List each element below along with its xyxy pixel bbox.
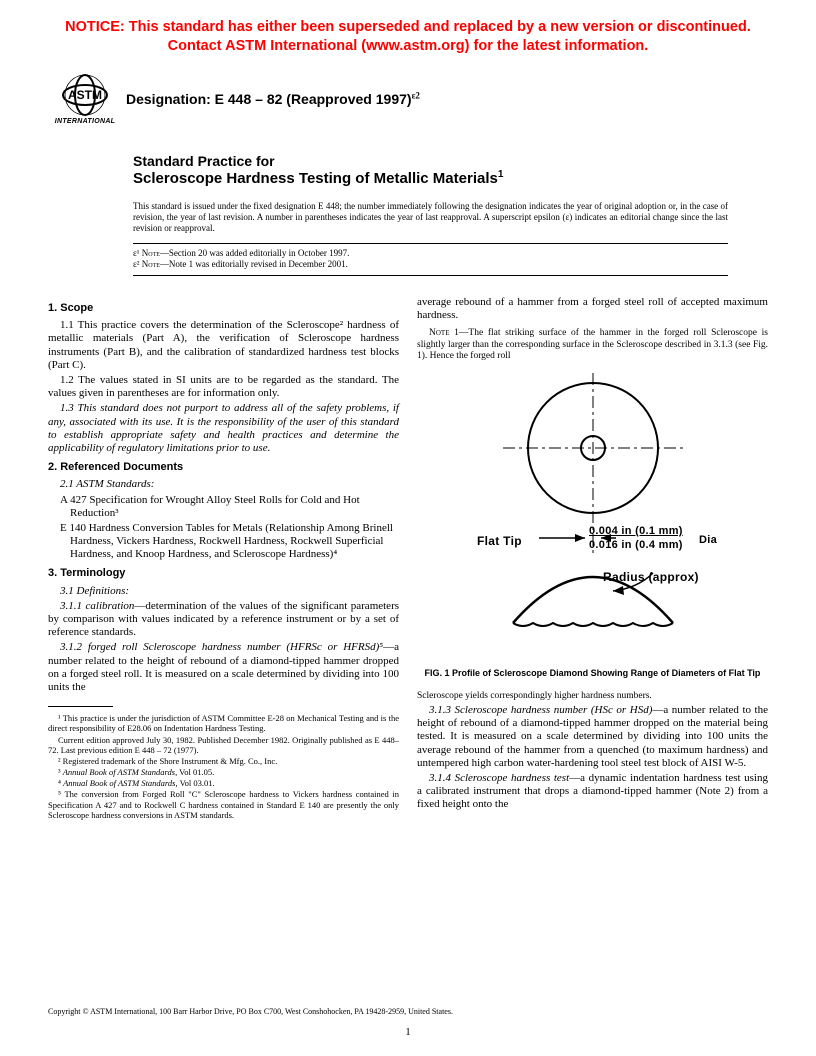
fig-radius-label: Radius (approx) [603, 570, 699, 584]
fig-flat-tip-label: Flat Tip [477, 534, 522, 548]
s1-p1: 1.1 This practice covers the determinati… [48, 319, 399, 372]
s1-head: 1. Scope [48, 302, 399, 315]
svg-text:ASTM: ASTM [68, 88, 102, 102]
d314: 3.1.4 Scleroscope hardness test—a dynami… [417, 772, 768, 812]
page-number: 1 [0, 1026, 816, 1038]
footnotes-block: ¹ This practice is under the jurisdictio… [48, 713, 399, 820]
note1: Note 1—The flat striking surface of the … [417, 328, 768, 362]
fig-frac-bot: 0.016 in (0.4 mm) [589, 539, 683, 552]
notice-banner: NOTICE: This standard has either been su… [48, 18, 768, 56]
header-row: ASTM INTERNATIONAL Designation: E 448 – … [54, 74, 768, 125]
postfig-line: Scleroscope yields correspondingly highe… [417, 691, 768, 702]
left-column: 1. Scope 1.1 This practice covers the de… [48, 296, 399, 821]
right-column: average rebound of a hammer from a forge… [417, 296, 768, 821]
fn2: ² Registered trademark of the Shore Inst… [48, 756, 399, 766]
fig-frac-top: 0.004 in (0.1 mm) [589, 525, 683, 538]
s3-head: 3. Terminology [48, 567, 399, 580]
fn3: ³ Annual Book of ASTM Standards, Vol 01.… [48, 767, 399, 777]
designation-text: Designation: E 448 – 82 (Reapproved 1997… [126, 91, 412, 107]
figure-1-svg [443, 373, 743, 658]
fn5: ⁵ The conversion from Forged Roll "C" Sc… [48, 789, 399, 820]
change-note-e2: ε² Note—Note 1 was editorially revised i… [133, 259, 728, 271]
change-notes: ε¹ Note—Section 20 was added editorially… [133, 243, 728, 276]
d313: 3.1.3 Scleroscope hardness number (HSc o… [417, 704, 768, 770]
change-note-e1: ε¹ Note—Section 20 was added editorially… [133, 248, 728, 260]
s2-sub: 2.1 ASTM Standards: [48, 478, 399, 491]
fn4: ⁴ Annual Book of ASTM Standards, Vol 03.… [48, 778, 399, 788]
designation: Designation: E 448 – 82 (Reapproved 1997… [126, 91, 420, 107]
s1-p2: 1.2 The values stated in SI units are to… [48, 374, 399, 400]
figure-1-caption: FIG. 1 Profile of Scleroscope Diamond Sh… [417, 668, 768, 679]
astm-logo: ASTM INTERNATIONAL [54, 74, 116, 125]
title-kicker: Standard Practice for [133, 153, 768, 171]
fn1: ¹ This practice is under the jurisdictio… [48, 713, 399, 733]
issuance-note: This standard is issued under the fixed … [133, 201, 728, 235]
s1-p3: 1.3 This standard does not purport to ad… [48, 402, 399, 455]
notice-line1: NOTICE: This standard has either been su… [65, 19, 751, 35]
footnote-rule [48, 706, 113, 707]
designation-super: ε2 [412, 91, 420, 101]
figure-1: Flat Tip 0.004 in (0.1 mm) 0.016 in (0.4… [417, 373, 768, 679]
notice-line2: Contact ASTM International (www.astm.org… [168, 38, 649, 54]
s3-sub: 3.1 Definitions: [48, 585, 399, 598]
copyright: Copyright © ASTM International, 100 Barr… [48, 1007, 768, 1016]
title-main: Scleroscope Hardness Testing of Metallic… [133, 170, 768, 189]
title-block: Standard Practice for Scleroscope Hardne… [133, 153, 768, 189]
d312-cont: average rebound of a hammer from a forge… [417, 296, 768, 322]
logo-text: INTERNATIONAL [54, 118, 116, 125]
s2-r1: A 427 Specification for Wrought Alloy St… [48, 494, 399, 520]
fn1b: Current edition approved July 30, 1982. … [48, 735, 399, 755]
d311: 3.1.1 calibration—determination of the v… [48, 600, 399, 640]
d312: 3.1.2 forged roll Scleroscope hardness n… [48, 641, 399, 694]
s2-r2: E 140 Hardness Conversion Tables for Met… [48, 522, 399, 562]
s2-head: 2. Referenced Documents [48, 461, 399, 474]
fig-dia: Dia [699, 534, 717, 547]
astm-logo-icon: ASTM [57, 74, 113, 116]
body-columns: 1. Scope 1.1 This practice covers the de… [48, 296, 768, 821]
